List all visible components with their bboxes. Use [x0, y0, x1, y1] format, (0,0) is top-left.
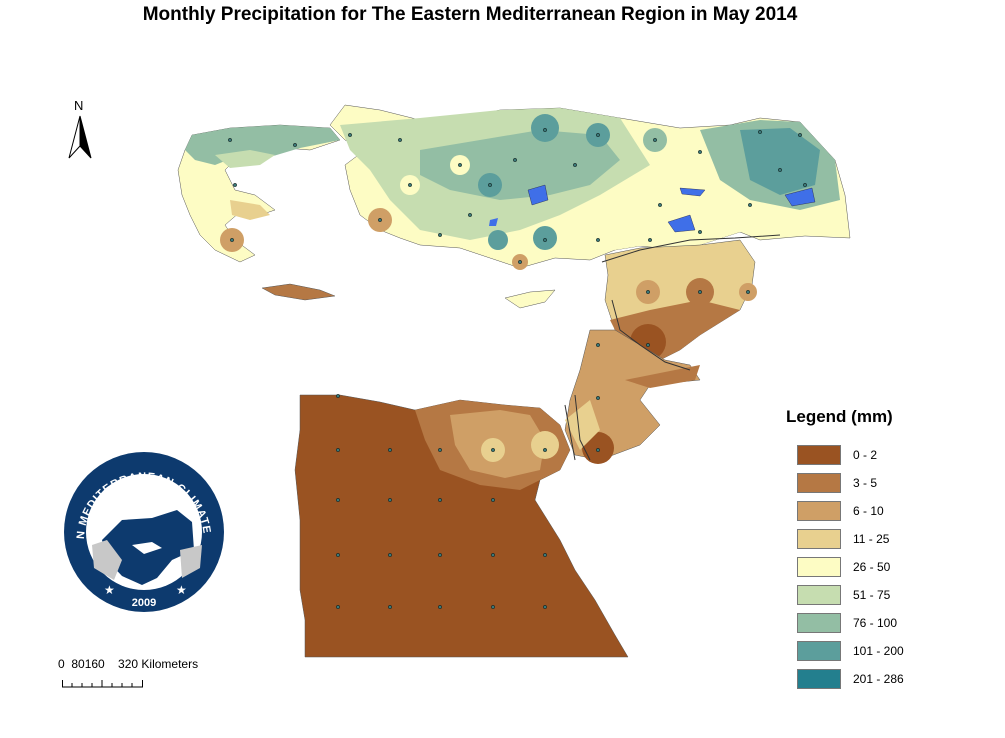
legend-swatch [797, 473, 841, 493]
legend-swatch [797, 557, 841, 577]
legend-item: 51 - 75 [786, 581, 986, 609]
legend-swatch [797, 529, 841, 549]
legend-swatch [797, 669, 841, 689]
legend-item: 3 - 5 [786, 469, 986, 497]
north-label: N [74, 98, 84, 113]
legend-item: 11 - 25 [786, 525, 986, 553]
logo-year: 2009 [132, 597, 156, 609]
emcc-logo: EASTERN MEDITERRANEAN CLIMATE CENTRE 200… [58, 441, 226, 614]
crete [261, 283, 336, 301]
legend: Legend (mm) 0 - 2 3 - 5 6 - 10 11 - 25 26 - … [786, 407, 986, 693]
scale-bar [62, 680, 143, 688]
legend-swatch [797, 585, 841, 605]
cyprus [504, 289, 556, 309]
legend-label: 3 - 5 [853, 476, 878, 490]
map-title: Monthly Precipitation for The Eastern Me… [142, 4, 798, 25]
legend-label: 51 - 75 [853, 588, 891, 602]
legend-swatch [797, 641, 841, 661]
legend-item: 26 - 50 [786, 553, 986, 581]
legend-label: 0 - 2 [853, 448, 878, 462]
north-arrow-icon [68, 115, 92, 159]
legend-label: 101 - 200 [853, 644, 904, 658]
station-markers [228, 128, 807, 609]
legend-label: 6 - 10 [853, 504, 884, 518]
legend-label: 201 - 286 [853, 672, 904, 686]
svg-text:★: ★ [176, 583, 187, 597]
north-arrow: N [62, 98, 98, 164]
legend-label: 76 - 100 [853, 616, 898, 630]
legend-item: 101 - 200 [786, 637, 986, 665]
scale-bar-labels: 0 80160 320 Kilometers [58, 657, 199, 671]
legend-swatch [797, 501, 841, 521]
svg-text:★: ★ [104, 583, 115, 597]
legend-swatch [797, 445, 841, 465]
legend-swatch [797, 613, 841, 633]
legend-title: Legend (mm) [786, 407, 893, 426]
legend-item: 6 - 10 [786, 497, 986, 525]
legend-label: 26 - 50 [853, 560, 891, 574]
legend-item: 76 - 100 [786, 609, 986, 637]
legend-item: 201 - 286 [786, 665, 986, 693]
legend-item: 0 - 2 [786, 441, 986, 469]
legend-label: 11 - 25 [853, 532, 890, 546]
